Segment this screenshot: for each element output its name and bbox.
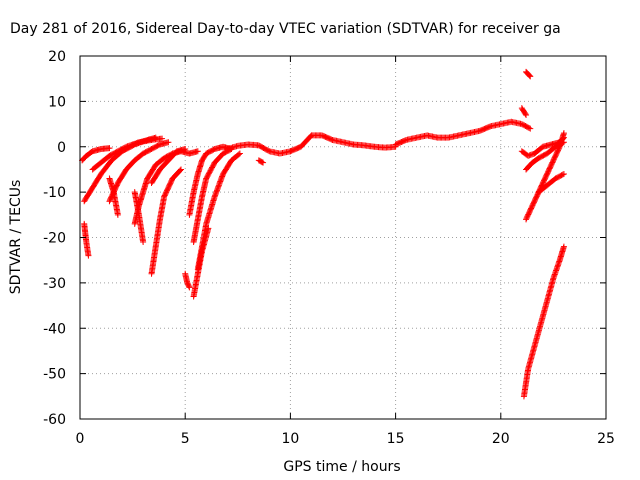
chart-title: Day 281 of 2016, Sidereal Day-to-day VTE… [10,21,561,37]
data-point [194,148,201,155]
y-tick-label: -60 [43,412,66,428]
data-point [527,73,534,80]
series-arc-t [523,68,534,80]
series-arc-k [182,270,193,291]
data-point [235,151,242,158]
data-point [258,159,265,166]
data-point [526,124,533,131]
series-arc-y [535,170,567,196]
data-point [527,125,534,132]
series-arc-p [224,141,294,157]
data-point [526,72,533,79]
y-tick-label: 10 [48,94,66,110]
series-arc-b [81,220,92,259]
data-point [159,135,166,142]
series-arc-j [148,146,189,187]
data-point [106,145,113,152]
series-arc-u [518,105,530,118]
y-tick-label: -10 [43,185,66,201]
y-tick-label: -40 [43,321,66,337]
data-series [79,68,567,400]
x-tick-label: 25 [597,431,615,447]
y-tick-label: -50 [43,367,66,383]
data-point [185,283,192,290]
data-point [236,150,243,157]
series-arc-a [79,145,113,164]
data-point [165,139,172,146]
x-tick-label: 15 [387,431,405,447]
series-arc-f [106,139,172,205]
series-arc-q [255,157,267,166]
data-point [186,284,193,291]
data-point [85,252,92,259]
data-point [177,167,184,174]
data-point [560,243,567,250]
series-arc-x [523,130,567,223]
x-tick-label: 5 [181,431,190,447]
data-point [182,146,189,153]
x-axis-label: GPS time / hours [283,459,400,475]
series-arc-z [520,243,567,400]
data-point [560,130,567,137]
y-axis-label: SDTVAR / TECUs [8,180,24,295]
data-point [114,211,121,218]
grid [80,56,606,419]
axes: 0 5 10 15 20 25 -60 -50 -40 -30 -20 -10 0 10 20 [43,49,615,447]
y-tick-label: 20 [48,49,66,65]
data-point [260,159,267,166]
data-point [559,171,566,178]
series-arc-o [194,150,243,273]
y-tick-label: -20 [43,231,66,247]
series-arc-d [89,135,166,173]
series-arc-h [131,148,201,227]
x-tick-label: 10 [281,431,299,447]
series-arc-s [392,118,534,148]
data-point [177,166,184,173]
x-tick-label: 20 [492,431,510,447]
data-point [523,111,530,118]
data-point [522,110,529,117]
data-point [140,239,147,246]
series-arc-i [148,166,184,277]
series-arc-r [287,132,399,155]
data-point [560,170,567,177]
y-tick-label: 0 [57,140,66,156]
x-tick-label: 0 [76,431,85,447]
y-tick-label: -30 [43,276,66,292]
